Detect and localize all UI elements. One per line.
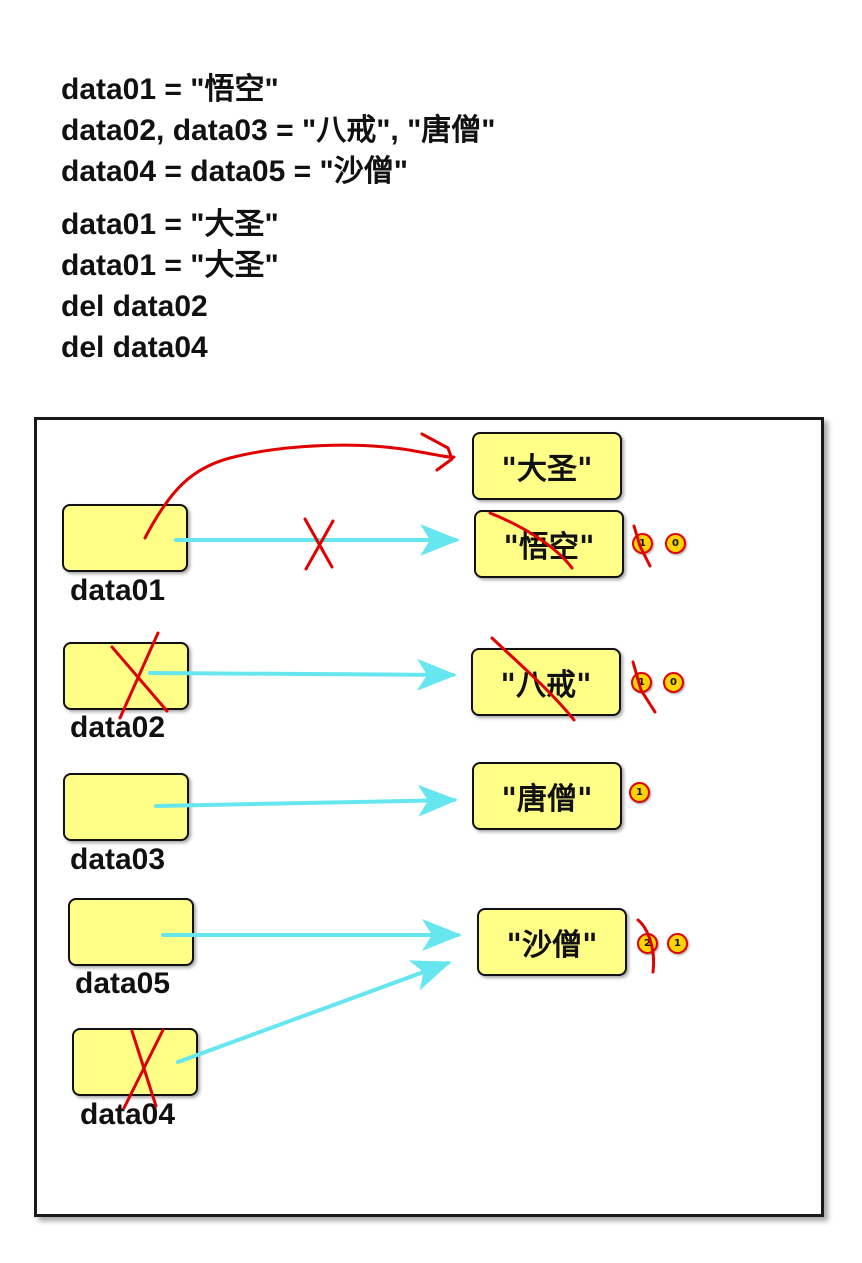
value-box-shaseng: "沙僧": [477, 908, 627, 976]
value-text-dasheng: "大圣": [501, 452, 593, 487]
refcount-badge-wukong-new: 0: [665, 533, 686, 554]
value-box-tangseng: "唐僧": [472, 762, 622, 830]
variable-label-data01: data01: [70, 574, 166, 607]
refcount-badge-tangseng: 1: [629, 782, 650, 803]
variable-box-data02: [63, 642, 189, 710]
code-line: data01 = "大圣": [61, 208, 279, 241]
value-text-tangseng: "唐僧": [501, 782, 593, 817]
value-box-dasheng: "大圣": [472, 432, 622, 500]
code-line: del data04: [61, 331, 208, 364]
refcount-badge-bajie-new: 0: [663, 672, 684, 693]
refcount-badge-bajie-old: 1: [631, 672, 652, 693]
code-line: data01 = "大圣": [61, 249, 279, 282]
variable-box-data05: [68, 898, 194, 966]
code-listing: data01 = "悟空" data02, data03 = "八戒", "唐僧…: [61, 70, 496, 369]
variable-label-data04: data04: [80, 1098, 176, 1131]
code-gap: [61, 193, 496, 205]
code-line: data02, data03 = "八戒", "唐僧": [61, 114, 496, 147]
value-box-bajie: "八戒": [471, 648, 621, 716]
refcount-badge-shaseng-new: 1: [667, 933, 688, 954]
value-box-wukong: "悟空": [474, 510, 624, 578]
value-text-shaseng: "沙僧": [506, 928, 598, 963]
variable-label-data03: data03: [70, 843, 166, 876]
refcount-badge-wukong-old: 1: [632, 533, 653, 554]
code-line: data04 = data05 = "沙僧": [61, 155, 408, 188]
variable-box-data04: [72, 1028, 198, 1096]
code-line: data01 = "悟空": [61, 73, 279, 106]
variable-box-data03: [63, 773, 189, 841]
code-line: del data02: [61, 290, 208, 323]
variable-label-data05: data05: [75, 967, 171, 1000]
value-text-bajie: "八戒": [500, 668, 592, 703]
refcount-badge-shaseng-old: 2: [637, 933, 658, 954]
value-text-wukong: "悟空": [503, 530, 595, 565]
variable-box-data01: [62, 504, 188, 572]
variable-label-data02: data02: [70, 711, 166, 744]
